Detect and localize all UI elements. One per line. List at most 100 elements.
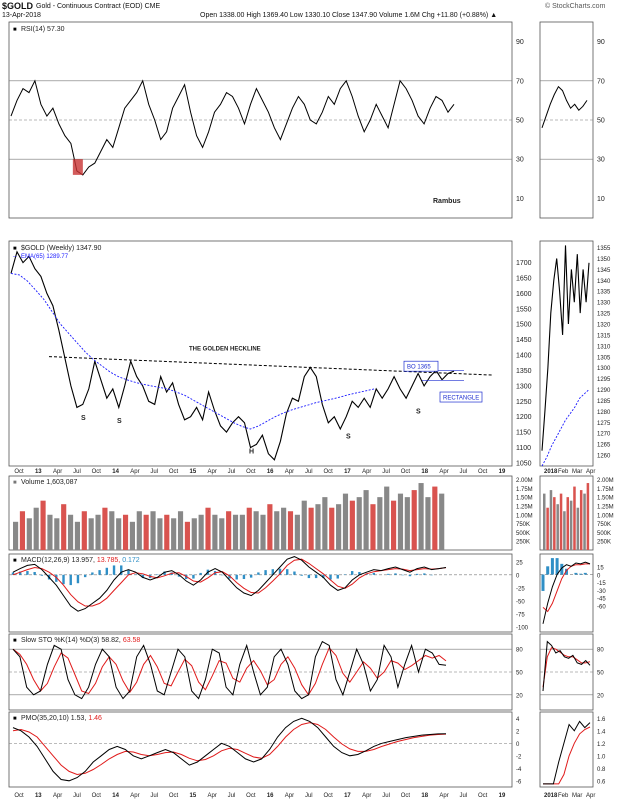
price-inset-ytick: 1300 [597, 366, 611, 372]
volume-bar [287, 511, 294, 550]
price-xtick: 16 [267, 469, 274, 475]
volume-bar [267, 504, 273, 550]
macd-ytick: -75 [516, 612, 525, 618]
volume-inset-bar [573, 486, 576, 550]
macd-hist-bar [177, 574, 181, 577]
price-inset-ytick: 1260 [597, 454, 611, 460]
volume-ytick: 1.25M [516, 504, 533, 510]
price-legend-swatch: ■ [13, 246, 17, 252]
macd-inset-hist-bar [579, 573, 583, 575]
volume-bar [294, 514, 300, 550]
macd-inset-ytick: -15 [597, 581, 606, 587]
rsi-inset-ytick: 10 [597, 196, 605, 203]
price-inset-ytick: 1325 [597, 312, 611, 318]
volume-inset-ytick: 1.00M [597, 513, 614, 519]
volume-bar [363, 490, 369, 550]
macd-hist-bar [415, 573, 419, 575]
macd-hist-bar [120, 565, 123, 575]
volume-legend-swatch: ■ [13, 480, 17, 486]
bottom-xtick: Oct [323, 793, 333, 799]
price-inset-ytick: 1355 [597, 246, 611, 252]
price-inset-xtick: 2018 [544, 469, 558, 475]
volume-bar [95, 514, 101, 550]
pmo-ytick: 4 [516, 717, 520, 723]
price-inset-ytick: 1265 [597, 443, 611, 449]
price-xtick: Apr [53, 469, 62, 475]
price-xtick: Apr [285, 469, 294, 475]
chart-name: Gold - Continuous Contract (EOD) CME [36, 3, 161, 10]
bottom-xtick: Apr [285, 793, 294, 799]
macd-hist-bar [271, 569, 274, 575]
bottom-xtick: Jul [305, 793, 313, 799]
volume-bar [226, 511, 232, 550]
chart-symbol: $GOLD [2, 1, 34, 11]
macd-hist-bar [62, 574, 65, 585]
price-inset-ytick: 1340 [597, 279, 611, 285]
volume-inset-bar [543, 493, 546, 550]
price-inset-ytick: 1310 [597, 344, 611, 350]
bottom-xtick: Oct [92, 793, 102, 799]
price-xtick: 18 [421, 469, 428, 475]
macd-ytick: 0 [516, 573, 520, 579]
bottom-xtick: Oct [246, 793, 256, 799]
volume-bar [260, 514, 266, 550]
volume-label: Volume 1,603,087 [21, 479, 78, 486]
volume-bar [116, 518, 122, 550]
stoch-legend-swatch: ■ [13, 638, 17, 644]
rsi-inset-ytick: 30 [597, 157, 605, 164]
bottom-xtick: Jul [150, 793, 158, 799]
macd-ytick: 25 [516, 560, 523, 566]
macd-inset-ytick: 0 [597, 573, 601, 579]
macd-hist-bar [423, 573, 426, 575]
volume-bar [232, 514, 239, 550]
volume-bar [377, 497, 383, 550]
volume-bar [198, 514, 204, 550]
price-xtick: 17 [344, 469, 351, 475]
pmo-ytick: 2 [516, 729, 520, 735]
price-inset-xtick: Mar [572, 469, 582, 475]
bottom-xtick: Apr [53, 793, 62, 799]
volume-ytick: 500K [516, 531, 530, 537]
rectangle-box [439, 391, 483, 403]
macd-signal-line [12, 558, 447, 607]
volume-bar [184, 521, 190, 550]
pmo-panel [8, 711, 513, 788]
price-inset-line [541, 245, 590, 451]
price-ytick: 1450 [516, 337, 532, 344]
bottom-xtick: Apr [208, 793, 217, 799]
stoch-k-line [12, 640, 447, 700]
bottom-xtick: Oct [401, 793, 411, 799]
neckline-label: THE GOLDEN HECKLINE [189, 347, 261, 353]
price-line [10, 250, 455, 461]
macd-hist-bar [26, 571, 29, 575]
price-inset-ytick: 1305 [597, 355, 611, 361]
ema-inset-line [541, 389, 590, 467]
volume-inset-bar [559, 493, 563, 550]
price-ytick: 1650 [516, 275, 532, 282]
volume-bar [102, 507, 108, 550]
rsi-ytick: 70 [516, 78, 524, 85]
rsi-inset-ytick: 50 [597, 118, 605, 125]
macd-hist-bar [91, 572, 94, 575]
volume-bar [191, 518, 197, 550]
volume-inset-bar [563, 511, 566, 550]
macd-hist-bar [55, 574, 58, 582]
macd-inset-hist-bar [583, 572, 587, 575]
macd-ytick: -50 [516, 599, 525, 605]
volume-bar [425, 497, 431, 550]
bottom-xtick: Jul [382, 793, 390, 799]
macd-inset-signal [542, 563, 590, 613]
price-ytick: 1300 [516, 383, 532, 390]
price-inset-ytick: 1270 [597, 432, 611, 438]
macd-inset-ytick: -30 [597, 589, 606, 595]
price-xtick: Jul [228, 469, 236, 475]
volume-bar [246, 507, 252, 550]
volume-bar [329, 507, 335, 550]
macd-hist-bar [228, 574, 231, 579]
rsi-legend-swatch: ■ [13, 27, 17, 33]
price-inset-ytick: 1330 [597, 301, 611, 307]
macd-hist-bar [69, 574, 72, 586]
rsi-line [10, 79, 455, 176]
volume-bar [439, 493, 445, 550]
bottom-xtick: 17 [344, 793, 351, 799]
